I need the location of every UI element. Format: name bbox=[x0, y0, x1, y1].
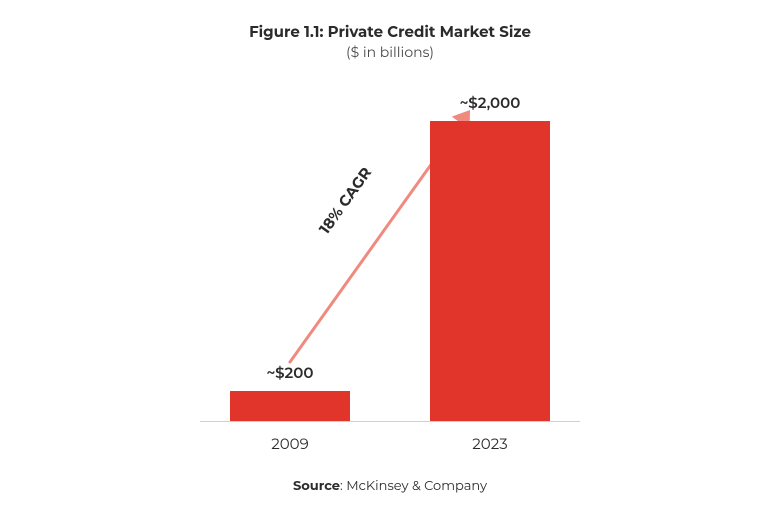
source-label: Source bbox=[293, 478, 340, 494]
figure-container: Figure 1.1: Private Credit Market Size (… bbox=[0, 0, 780, 518]
title-block: Figure 1.1: Private Credit Market Size (… bbox=[0, 22, 780, 61]
cagr-annotation: 18% CAGR bbox=[314, 163, 375, 237]
category-label-2023: 2023 bbox=[420, 434, 560, 453]
category-label-2009: 2009 bbox=[220, 434, 360, 453]
bar-value-label-2009: ~$200 bbox=[210, 363, 370, 382]
x-axis-baseline bbox=[200, 421, 580, 422]
bar-value-label-2023: ~$2,000 bbox=[410, 93, 570, 112]
bar-2023 bbox=[430, 121, 550, 421]
chart-title: Figure 1.1: Private Credit Market Size bbox=[0, 22, 780, 41]
source-line: Source: McKinsey & Company bbox=[0, 478, 780, 494]
chart-subtitle: ($ in billions) bbox=[0, 43, 780, 61]
bar-2009 bbox=[230, 391, 350, 421]
source-value: McKinsey & Company bbox=[346, 478, 487, 494]
plot-area: 18% CAGR ~$2002009~$2,0002023 bbox=[200, 92, 580, 422]
